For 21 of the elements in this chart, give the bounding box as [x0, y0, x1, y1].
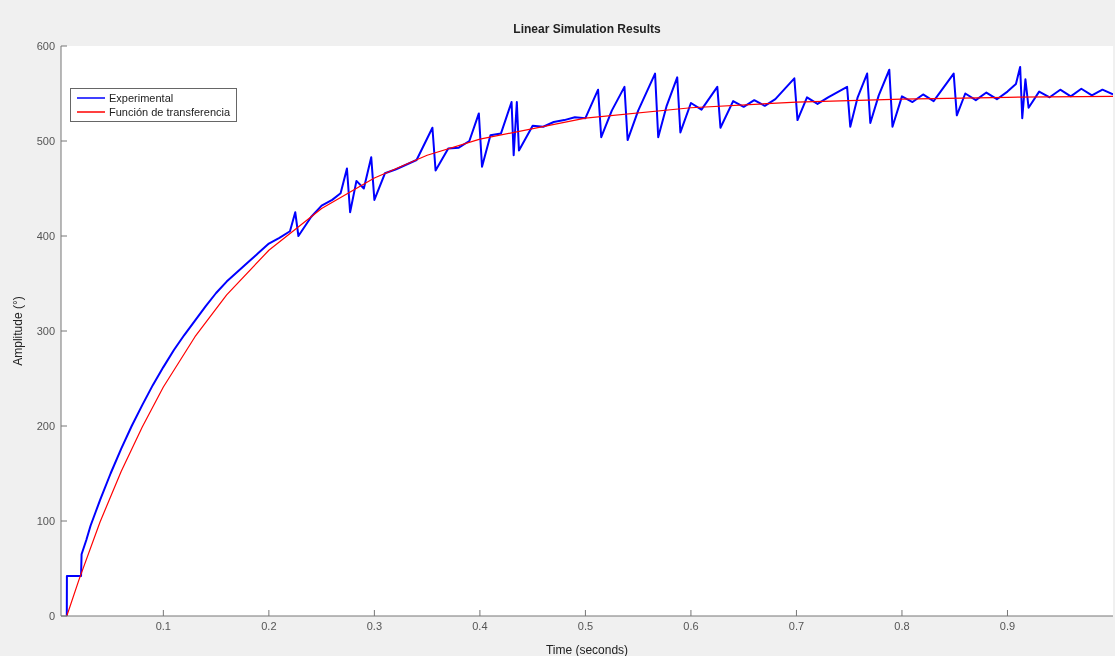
x-tick-label: 0.8 [894, 619, 910, 632]
legend-label: Función de transferencia [109, 105, 231, 119]
y-tick-label: 400 [36, 229, 55, 242]
y-tick-label: 0 [48, 609, 55, 622]
x-tick-label: 0.2 [261, 619, 277, 632]
y-tick-label: 200 [36, 419, 55, 432]
x-tick-label: 0.1 [155, 619, 171, 632]
y-axis-title: Amplitude (°) [11, 296, 26, 366]
y-tick-label: 500 [36, 134, 55, 147]
x-axis-title: Time (seconds) [545, 643, 629, 656]
x-tick-label: 0.6 [683, 619, 699, 632]
legend-label: Experimental [109, 91, 174, 105]
x-tick-label: 0.3 [366, 619, 383, 632]
x-tick-label: 0.4 [472, 619, 488, 632]
x-tick-label: 0.5 [577, 619, 594, 632]
chart-title: Linear Simulation Results [512, 22, 662, 36]
y-tick-label: 600 [36, 39, 55, 52]
y-tick-label: 100 [36, 514, 55, 527]
y-tick-label: 300 [36, 324, 55, 337]
x-tick-label: 0.9 [999, 619, 1016, 632]
x-tick-label: 0.7 [788, 619, 805, 632]
